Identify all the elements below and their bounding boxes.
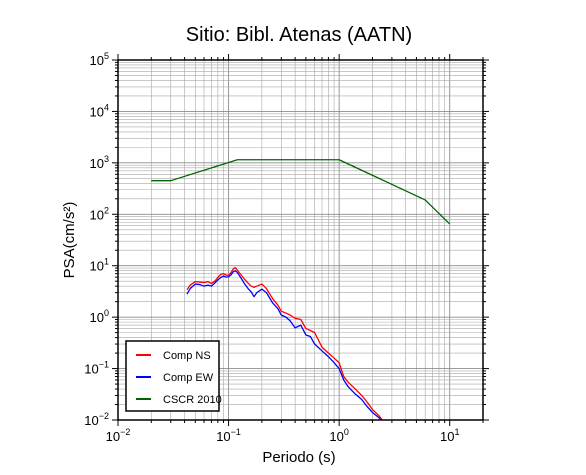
grid: [117, 59, 484, 421]
y-tick-label: 10−2: [84, 411, 109, 428]
y-tick-label: 100: [90, 308, 109, 325]
y-tick-label: 101: [90, 257, 109, 274]
series-line-comp-ew: [186, 270, 382, 420]
legend-label: Comp NS: [163, 350, 211, 362]
chart-title: Sitio: Bibl. Atenas (AATN): [186, 24, 412, 46]
y-tick-label: 10−1: [84, 360, 109, 377]
x-tick-label: 10−1: [216, 427, 241, 444]
y-tick-label: 103: [90, 154, 109, 171]
y-tick-label: 102: [90, 205, 109, 222]
series-line-cscr-2010: [151, 159, 451, 225]
ticks: [112, 54, 489, 426]
x-tick-label: 10−2: [106, 427, 131, 444]
series-layer: [151, 159, 451, 420]
x-tick-labels: 10−2 10−1 100 101: [106, 427, 460, 444]
series-line-comp-ns: [186, 266, 384, 420]
legend-label: CSCR 2010: [163, 394, 222, 406]
legend: Comp NS Comp EW CSCR 2010: [125, 340, 222, 412]
x-tick-label: 100: [329, 427, 348, 444]
plot-frame: [117, 59, 484, 421]
y-axis-label: PSA(cm/s²): [61, 202, 78, 279]
y-tick-labels: 10−2 10−1 100 101 102 103 104 105: [84, 51, 109, 428]
legend-label: Comp EW: [163, 372, 214, 384]
x-axis-label: Periodo (s): [262, 449, 335, 466]
x-tick-label: 101: [440, 427, 459, 444]
y-tick-label: 105: [90, 51, 109, 68]
y-tick-label: 104: [90, 102, 109, 119]
